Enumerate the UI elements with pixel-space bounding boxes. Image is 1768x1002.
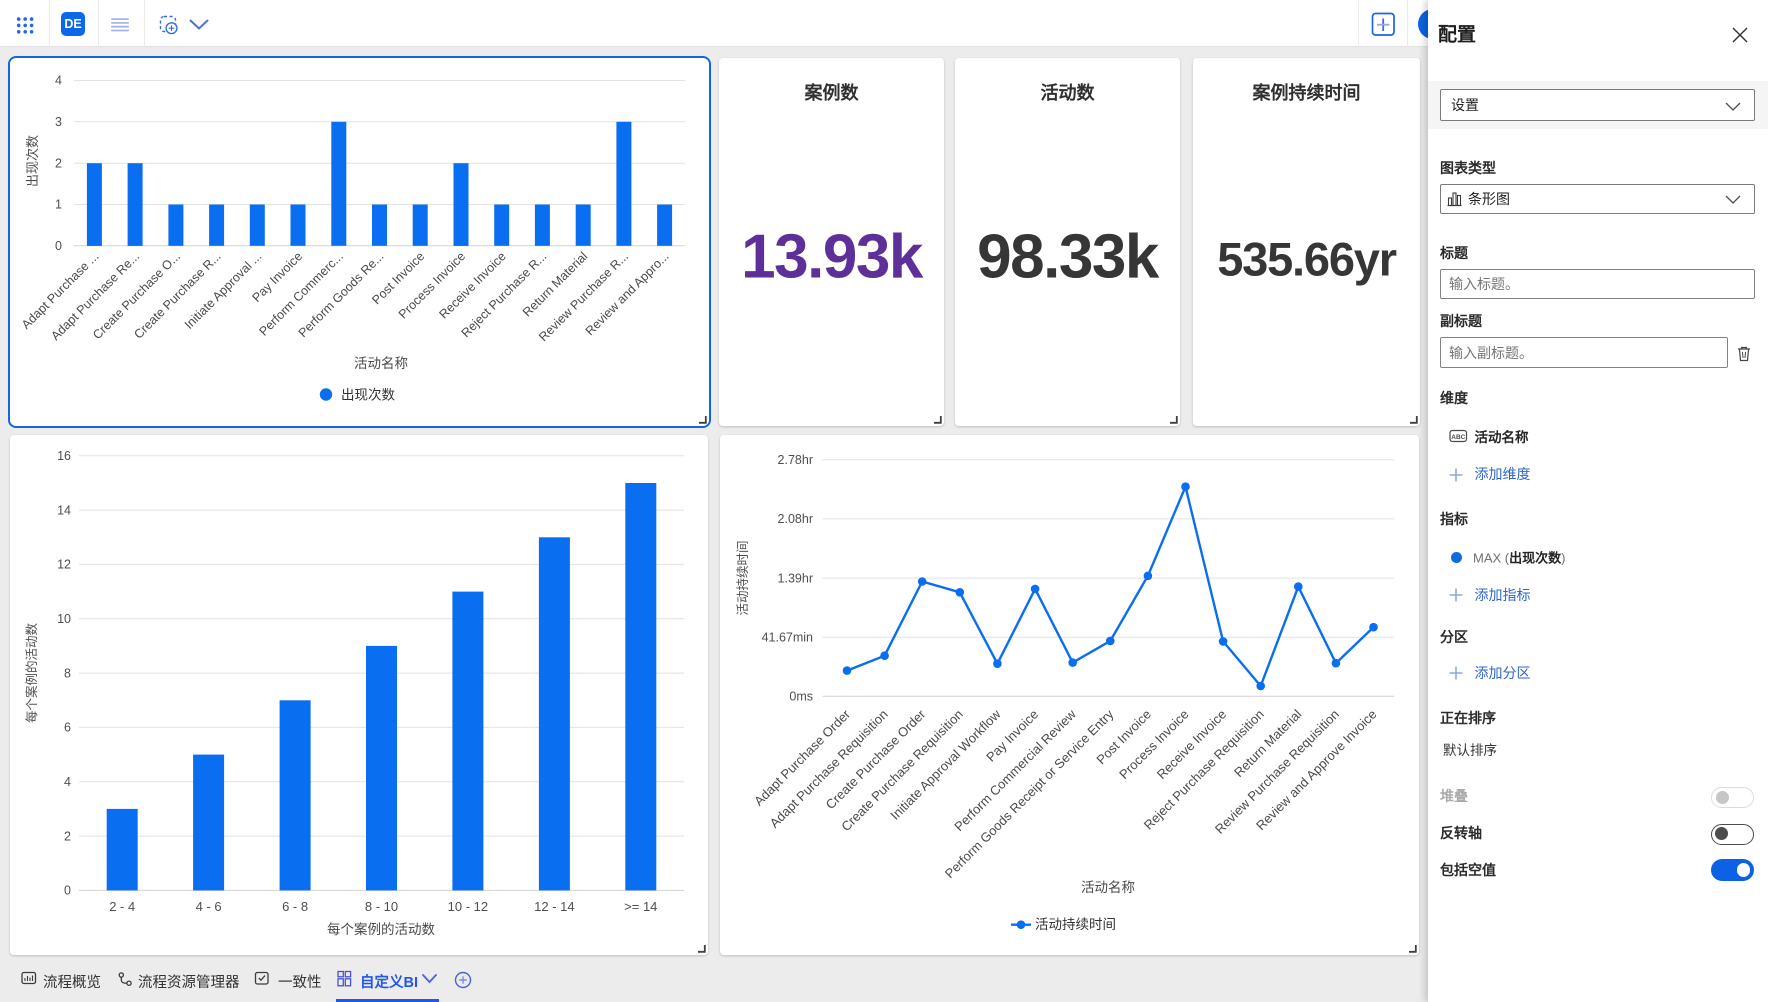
svg-text:8: 8 xyxy=(64,666,71,680)
svg-text:10: 10 xyxy=(57,612,71,626)
svg-text:4: 4 xyxy=(64,775,71,789)
svg-text:活动名称: 活动名称 xyxy=(354,356,408,371)
svg-text:活动持续时间: 活动持续时间 xyxy=(1035,917,1116,932)
svg-text:12: 12 xyxy=(57,558,71,572)
svg-text:2 - 4: 2 - 4 xyxy=(109,899,135,914)
svg-text:41.67min: 41.67min xyxy=(762,630,813,644)
svg-text:出现次数: 出现次数 xyxy=(341,388,395,403)
svg-text:4: 4 xyxy=(55,74,62,88)
svg-text:0: 0 xyxy=(64,884,71,898)
svg-text:4 - 6: 4 - 6 xyxy=(196,899,222,914)
svg-text:2.78hr: 2.78hr xyxy=(778,453,813,467)
svg-text:10 - 12: 10 - 12 xyxy=(448,899,488,914)
svg-text:Adapt Purchase ...: Adapt Purchase ... xyxy=(19,249,102,332)
svg-text:活动名称: 活动名称 xyxy=(1081,880,1135,895)
svg-text:14: 14 xyxy=(57,503,71,517)
svg-text:活动持续时间: 活动持续时间 xyxy=(735,540,750,615)
svg-text:2: 2 xyxy=(64,829,71,843)
svg-text:12 - 14: 12 - 14 xyxy=(534,899,574,914)
svg-text:每个案例的活动数: 每个案例的活动数 xyxy=(24,623,39,724)
svg-text:3: 3 xyxy=(55,115,62,129)
svg-text:16: 16 xyxy=(57,449,71,463)
svg-text:6 - 8: 6 - 8 xyxy=(282,899,308,914)
svg-text:0ms: 0ms xyxy=(789,690,813,704)
svg-text:ABC: ABC xyxy=(1451,434,1465,441)
svg-text:>= 14: >= 14 xyxy=(624,899,657,914)
svg-text:6: 6 xyxy=(64,721,71,735)
svg-text:1: 1 xyxy=(55,198,62,212)
svg-text:每个案例的活动数: 每个案例的活动数 xyxy=(327,921,435,937)
svg-text:2: 2 xyxy=(55,156,62,170)
svg-text:1.39hr: 1.39hr xyxy=(778,571,813,585)
svg-text:出现次数: 出现次数 xyxy=(25,135,40,187)
svg-text:2.08hr: 2.08hr xyxy=(778,512,813,526)
svg-text:0: 0 xyxy=(55,239,62,253)
svg-text:Initiate Approval ...: Initiate Approval ... xyxy=(182,249,265,332)
svg-text:8 - 10: 8 - 10 xyxy=(365,899,398,914)
